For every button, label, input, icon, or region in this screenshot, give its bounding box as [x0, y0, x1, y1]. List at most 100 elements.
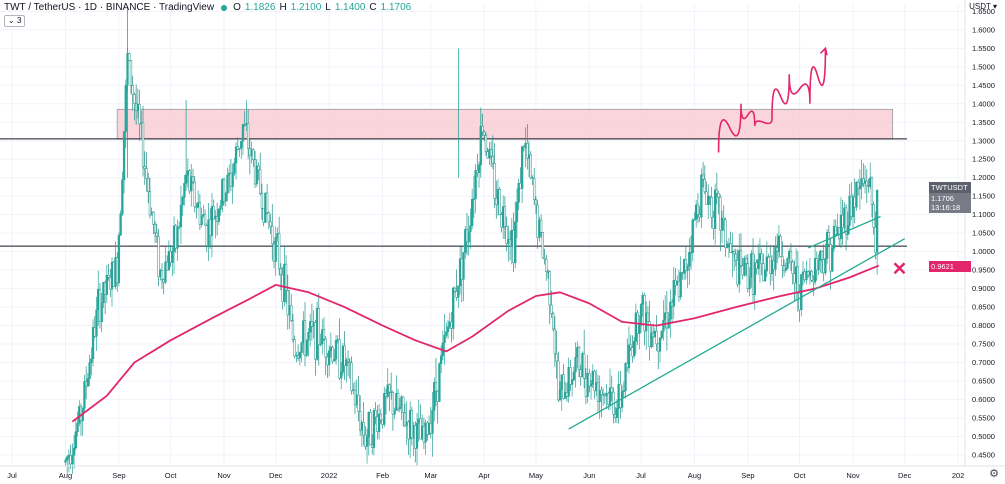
time-tick-label: Apr: [478, 471, 490, 480]
candle-body: [477, 164, 481, 174]
candle-body: [691, 219, 694, 253]
trendlines: [568, 215, 906, 430]
candle-body: [129, 60, 133, 86]
candle-body: [844, 207, 848, 235]
time-axis[interactable]: Jul Aug Sep Oct Nov Dec 2022 Feb Mar Apr May Jun Jul…: [0, 465, 1005, 480]
candle-body: [240, 140, 243, 149]
candle-body: [259, 169, 262, 194]
candle-body: [534, 199, 538, 206]
candle-body: [398, 406, 401, 410]
candle-body: [317, 307, 320, 346]
candle-body: [782, 265, 786, 271]
candle-body: [726, 243, 729, 248]
candle-body: [274, 237, 277, 262]
candle-body: [872, 204, 875, 228]
candle-body: [624, 363, 627, 392]
candle-body: [319, 343, 322, 346]
candle-body: [639, 304, 643, 326]
candle-body: [284, 263, 288, 291]
candle-body: [362, 422, 365, 436]
price-tick-label: 1.4500: [972, 81, 995, 90]
candle-body: [307, 332, 310, 341]
candle-body: [122, 131, 126, 180]
candle-body: [610, 387, 613, 393]
candle-body: [155, 232, 158, 237]
candle-body: [160, 270, 164, 280]
candle-body: [629, 344, 632, 348]
candle-body: [334, 340, 338, 360]
candle-body: [145, 168, 148, 179]
candle-body: [589, 383, 593, 387]
time-tick-label: Mar: [424, 471, 437, 480]
candle-body: [231, 172, 234, 187]
candle-body: [200, 215, 203, 225]
candle-body: [810, 271, 813, 281]
candle-body: [541, 232, 544, 259]
candle-body: [732, 251, 736, 255]
candle-body: [138, 104, 141, 125]
time-tick-label: Aug: [59, 471, 72, 480]
candle-body: [226, 174, 229, 194]
currency-selector[interactable]: USDT ▾: [969, 2, 997, 11]
time-tick-label: Jun: [583, 471, 595, 480]
candle-body: [340, 371, 343, 379]
candle-body: [503, 206, 507, 227]
candle-body: [655, 330, 658, 345]
symbol-title[interactable]: TWT / TetherUS · 1D · BINANCE · TradingV…: [4, 2, 215, 13]
candle-body: [820, 250, 824, 260]
chevron-down-icon: ⌄: [8, 16, 15, 25]
candle-body: [627, 344, 631, 369]
projection-arrowhead: [819, 46, 828, 56]
price-tick-label: 0.6500: [972, 376, 995, 385]
candle-body: [415, 423, 419, 449]
candle-body: [825, 232, 829, 259]
candle-body: [346, 359, 350, 363]
candle-body: [246, 123, 250, 149]
candle-body: [374, 410, 377, 418]
candle-body: [679, 272, 682, 298]
candle-body: [729, 243, 732, 253]
candle-body: [153, 224, 157, 234]
candle-body: [88, 362, 91, 379]
candle-body: [701, 174, 705, 180]
candle-body: [686, 265, 689, 271]
candle-body: [745, 257, 748, 264]
candle-body: [338, 339, 341, 379]
resistance-zone: [116, 108, 894, 140]
candle-body: [348, 361, 351, 364]
candle-body: [577, 347, 581, 370]
candle-body: [588, 373, 591, 387]
price-axis[interactable]: 1.6500 1.6000 1.5500 1.5000 1.4500 1.4000 1.35…: [964, 0, 995, 466]
candle-body: [224, 192, 227, 202]
candle-body: [66, 456, 69, 461]
candle-body: [131, 85, 134, 95]
candle-body: [505, 226, 508, 244]
countdown-value: 13:16:18: [931, 202, 961, 212]
price-tick-label: 1.5000: [972, 62, 995, 71]
gear-icon[interactable]: ⚙: [989, 468, 999, 480]
candle-body: [789, 250, 793, 263]
candle-body: [558, 389, 562, 401]
candle-body: [64, 459, 67, 463]
candle-body: [324, 338, 327, 358]
candle-body: [757, 259, 760, 269]
candle-body: [83, 381, 86, 409]
candle-body: [293, 339, 296, 357]
candle-body: [572, 371, 575, 381]
candle-body: [493, 163, 496, 199]
candle-body: [760, 253, 763, 264]
candle-body: [148, 191, 152, 216]
ma-price-value: 0.9621: [931, 261, 954, 271]
candle-body: [662, 319, 665, 332]
candle-body: [178, 226, 181, 228]
candle-body: [684, 259, 687, 271]
candle-body: [90, 358, 93, 363]
candle-body: [562, 374, 565, 399]
candle-body: [545, 258, 548, 272]
candle-body: [471, 198, 474, 226]
candle-body: [700, 174, 703, 218]
candle-body: [489, 149, 493, 157]
indicators-toggle-button[interactable]: ⌄ 3: [4, 15, 26, 27]
candle-body: [520, 146, 524, 189]
